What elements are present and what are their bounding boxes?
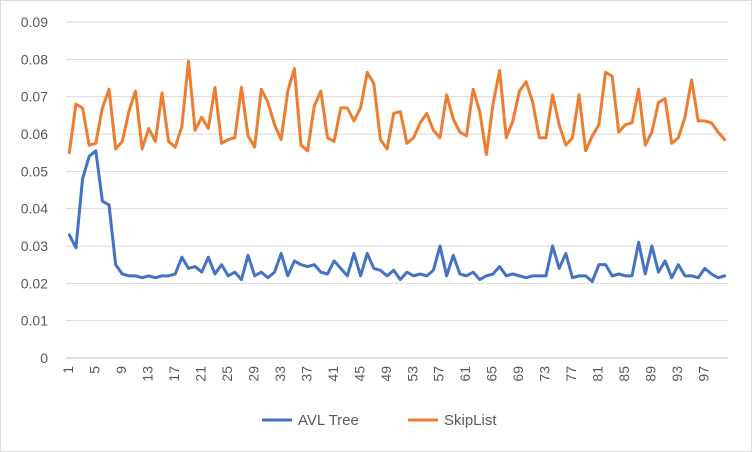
x-tick-label: 57	[431, 366, 447, 382]
y-tick-label: 0.07	[21, 89, 48, 105]
x-tick-label: 17	[166, 366, 182, 382]
x-tick-label: 25	[219, 366, 235, 382]
y-tick-label: 0.04	[21, 201, 48, 217]
x-tick-label: 65	[484, 366, 500, 382]
y-tick-label: 0.09	[21, 14, 48, 30]
x-tick-label: 77	[563, 366, 579, 382]
x-tick-label: 53	[404, 366, 420, 382]
x-tick-label: 69	[510, 366, 526, 382]
x-tick-label: 5	[86, 366, 102, 374]
x-tick-label: 93	[669, 366, 685, 382]
x-tick-label: 41	[325, 366, 341, 382]
y-tick-label: 0.08	[21, 51, 48, 67]
legend-label-avl-tree: AVL Tree	[298, 412, 359, 429]
x-tick-label: 81	[590, 366, 606, 382]
y-tick-label: 0.06	[21, 126, 48, 142]
series-lines	[67, 59, 727, 283]
y-tick-label: 0.05	[21, 163, 48, 179]
y-axis-tick-labels: 0 0.01 0.02 0.03 0.04 0.05 0.06 0.07 0.08 0.09	[21, 14, 48, 366]
legend-label-skiplist: SkipList	[444, 412, 497, 429]
x-tick-label: 13	[139, 366, 155, 382]
x-tick-label: 21	[192, 366, 208, 382]
y-tick-label: 0	[40, 350, 48, 366]
y-tick-label: 0.02	[21, 275, 48, 291]
x-tick-label: 49	[378, 366, 394, 382]
x-tick-label: 73	[537, 366, 553, 382]
x-tick-label: 33	[272, 366, 288, 382]
y-tick-label: 0.03	[21, 238, 48, 254]
gridlines	[66, 21, 728, 322]
legend: AVL Tree SkipList	[262, 412, 497, 429]
x-tick-label: 45	[351, 366, 367, 382]
x-tick-label: 85	[616, 366, 632, 382]
x-tick-label: 1	[60, 366, 76, 374]
x-tick-label: 29	[245, 366, 261, 382]
x-tick-label: 9	[113, 366, 129, 374]
y-tick-label: 0.01	[21, 313, 48, 329]
series-line-skiplist	[67, 59, 727, 157]
x-tick-label: 61	[457, 366, 473, 382]
x-tick-label: 97	[696, 366, 712, 382]
x-tick-label: 89	[643, 366, 659, 382]
x-axis-tick-labels: 1 5 9 13 17 21 25 29 33 37 41 45 49 53 57 61 65 69 73 77 81 8…	[60, 366, 712, 382]
series-line-avl-tree	[67, 149, 727, 283]
x-tick-label: 37	[298, 366, 314, 382]
